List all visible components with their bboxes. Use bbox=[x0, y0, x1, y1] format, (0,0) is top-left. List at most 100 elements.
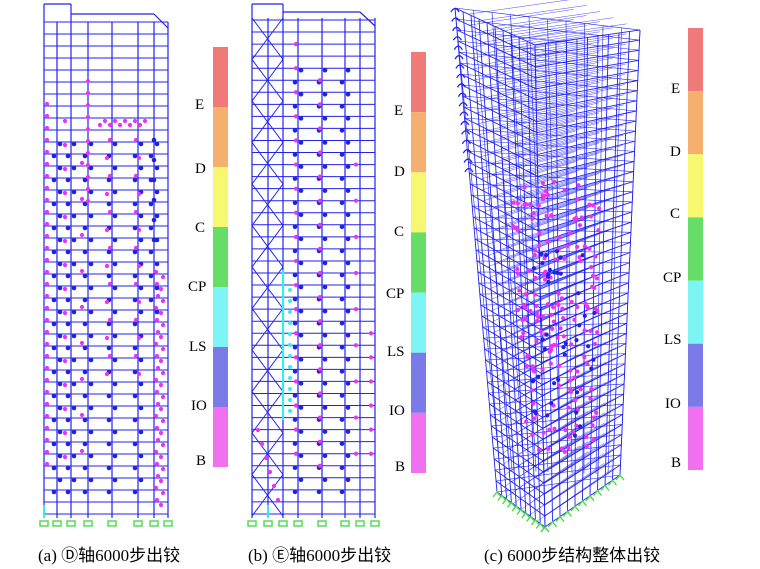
frame-brace bbox=[251, 183, 284, 226]
support-icon bbox=[492, 490, 502, 498]
hinge-io-marker bbox=[552, 270, 557, 275]
hinge-io-marker bbox=[106, 489, 112, 495]
frame-beam bbox=[513, 139, 611, 165]
support-icon bbox=[600, 484, 610, 491]
hinge-b-marker bbox=[588, 214, 594, 219]
hinge-io-marker bbox=[316, 489, 322, 495]
hinge-io-marker bbox=[82, 297, 88, 303]
hinge-b-marker bbox=[559, 296, 564, 301]
frame-beam bbox=[511, 88, 612, 110]
frame-beam bbox=[535, 438, 614, 489]
hinge-io-marker bbox=[57, 213, 63, 219]
hinge-b-marker bbox=[530, 216, 535, 221]
legend-a-label: E bbox=[195, 97, 205, 113]
hinge-b-marker bbox=[44, 389, 50, 395]
hinge-b-marker bbox=[44, 221, 50, 227]
hinge-io-marker bbox=[345, 429, 351, 434]
hinge-io-marker bbox=[82, 345, 88, 351]
hinge-b-marker bbox=[117, 122, 123, 128]
frame-beam bbox=[507, 234, 599, 269]
frame-beam bbox=[512, 108, 612, 132]
hinge-io-marker bbox=[298, 453, 304, 459]
hinge-glyph bbox=[451, 17, 461, 22]
frame-beam bbox=[495, 208, 588, 241]
frame-beam bbox=[517, 209, 610, 242]
hinge-b-marker bbox=[573, 398, 578, 403]
hinge-io-marker bbox=[576, 291, 581, 296]
hinge-b-marker bbox=[525, 353, 531, 358]
hinge-b-marker bbox=[158, 502, 164, 508]
hinge-b-marker bbox=[112, 118, 118, 124]
hinge-b-marker bbox=[594, 330, 600, 335]
frame-beam bbox=[494, 313, 579, 356]
hinge-b-marker bbox=[85, 114, 91, 120]
support-icon bbox=[506, 501, 516, 508]
hinge-io-marker bbox=[65, 393, 71, 399]
frame-beam bbox=[470, 29, 574, 48]
hinge-io-marker bbox=[322, 164, 328, 169]
legend-c-label: LS bbox=[664, 332, 682, 348]
hinge-b-marker bbox=[522, 302, 527, 308]
hinge-b-marker bbox=[560, 315, 566, 321]
hinge-b-marker bbox=[515, 201, 520, 206]
legend-a-label: B bbox=[196, 453, 207, 469]
hinge-io-marker bbox=[345, 453, 351, 459]
hinge-b-marker bbox=[104, 263, 110, 269]
frame-beam bbox=[511, 78, 613, 99]
hinge-b-marker bbox=[255, 427, 261, 433]
hinge-b-marker bbox=[44, 449, 50, 455]
hinge-b-marker bbox=[540, 193, 545, 198]
caption-b: (b) Ⓔ轴6000步出铰 bbox=[248, 546, 392, 565]
hinge-b-marker bbox=[160, 298, 166, 304]
hinge-io-marker bbox=[148, 153, 154, 159]
hinge-glyph bbox=[459, 111, 469, 116]
hinge-io-marker bbox=[292, 176, 298, 181]
hinge-b-marker bbox=[153, 449, 159, 455]
support-icon bbox=[511, 504, 521, 512]
hinge-io-marker bbox=[339, 344, 345, 350]
hinge-b-marker bbox=[530, 388, 535, 393]
hinge-b-marker bbox=[79, 160, 85, 166]
hinge-b-marker bbox=[562, 449, 567, 454]
frame-beam bbox=[497, 51, 600, 71]
hinge-b-marker bbox=[137, 122, 143, 128]
hinge-io-marker bbox=[57, 141, 63, 147]
hinge-io-marker bbox=[112, 165, 118, 171]
frame-beam bbox=[535, 39, 640, 57]
hinge-b-marker bbox=[317, 367, 323, 372]
hinge-io-marker bbox=[339, 176, 345, 181]
hinge-b-marker bbox=[104, 299, 110, 305]
frame-beam bbox=[544, 444, 622, 495]
hinge-b-marker bbox=[160, 346, 166, 352]
hinge-io-marker bbox=[138, 381, 144, 387]
hinge-glyph bbox=[456, 73, 466, 79]
hinge-io-marker bbox=[88, 309, 94, 315]
hinge-b-marker bbox=[62, 214, 68, 220]
frame-beam bbox=[490, 126, 588, 153]
hinge-b-marker bbox=[530, 364, 535, 369]
hinge-io-marker bbox=[82, 417, 88, 423]
hinge-b-marker bbox=[353, 343, 359, 348]
hinge-io-marker bbox=[57, 381, 63, 387]
hinge-b-marker bbox=[44, 377, 50, 383]
hinge-io-marker bbox=[154, 309, 160, 315]
frame-beam bbox=[538, 211, 632, 243]
hinge-io-marker bbox=[138, 357, 144, 363]
frame-beam bbox=[521, 33, 627, 50]
hinge-b-marker bbox=[133, 317, 139, 323]
hinge-io-marker bbox=[88, 165, 94, 171]
frame-beam bbox=[473, 59, 575, 81]
hinge-io-marker bbox=[151, 177, 157, 183]
hinge-io-marker bbox=[322, 429, 328, 434]
frame-beam bbox=[495, 197, 588, 230]
hinge-io-marker bbox=[151, 197, 157, 203]
hinge-b-marker bbox=[153, 305, 159, 311]
frame-beam bbox=[535, 59, 639, 79]
frame-beam bbox=[497, 61, 600, 82]
hinge-io-marker bbox=[112, 309, 118, 315]
hinge-io-marker bbox=[57, 357, 63, 363]
hinge-io-marker bbox=[65, 177, 71, 183]
hinge-b-marker bbox=[317, 391, 323, 396]
legend-a-label: C bbox=[195, 220, 206, 236]
